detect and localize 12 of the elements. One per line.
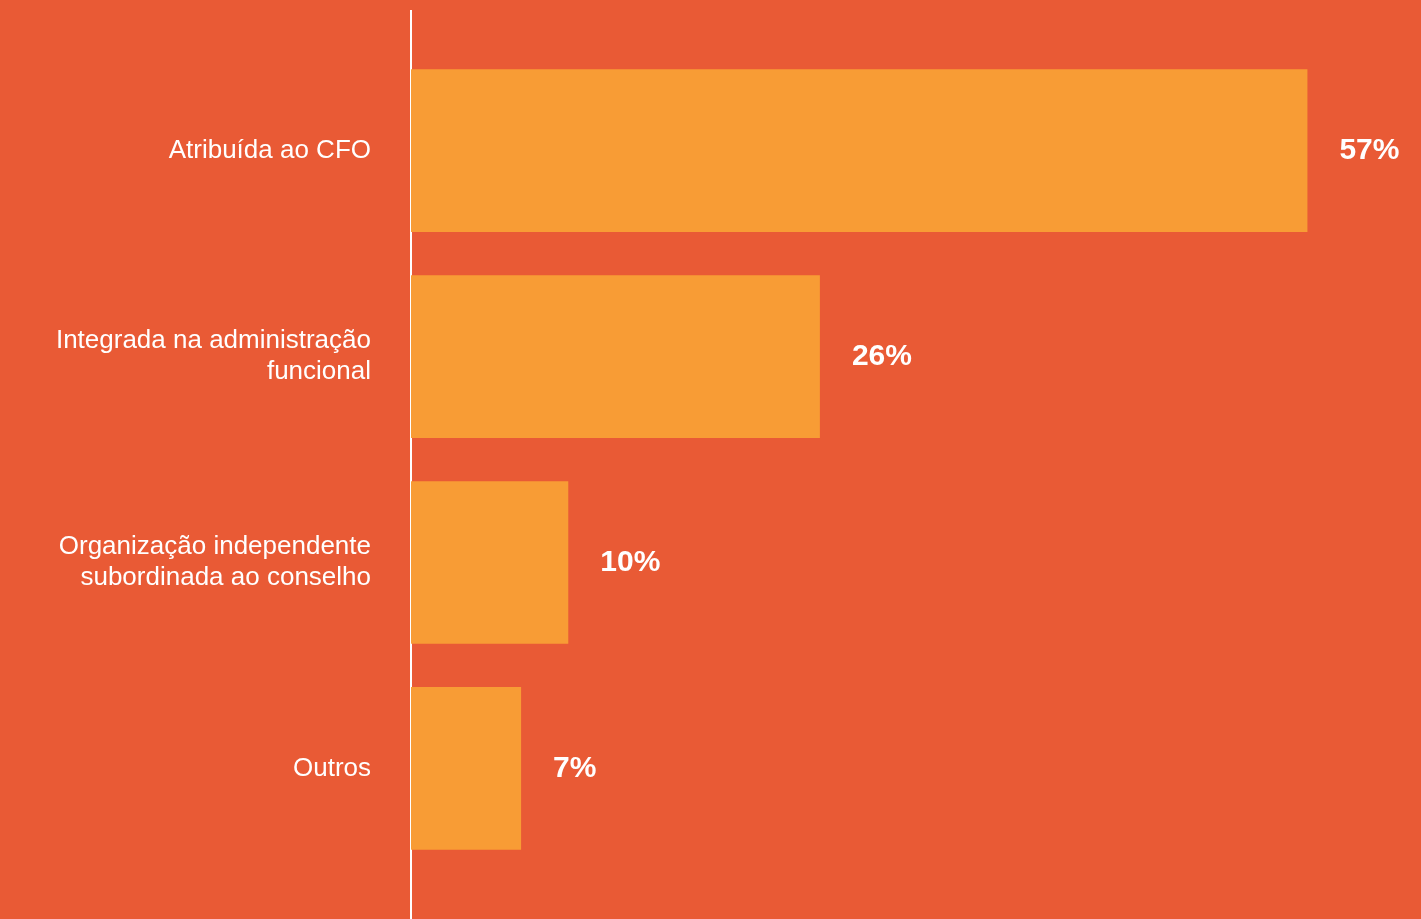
y-tick-label: Organização independente subordinada ao conselho <box>58 530 371 592</box>
data-label: 7% <box>553 749 597 783</box>
bar <box>411 275 820 438</box>
data-label: 10% <box>600 543 661 577</box>
bar <box>411 687 522 850</box>
y-tick-label: Outros <box>292 751 371 782</box>
y-tick-label: Integrada na administração funcional <box>55 324 371 386</box>
bar <box>411 481 569 644</box>
bar <box>411 69 1308 232</box>
data-label: 57% <box>1339 131 1400 165</box>
data-label: 26% <box>851 337 912 371</box>
y-tick-label: Atribuída ao CFO <box>168 133 371 164</box>
